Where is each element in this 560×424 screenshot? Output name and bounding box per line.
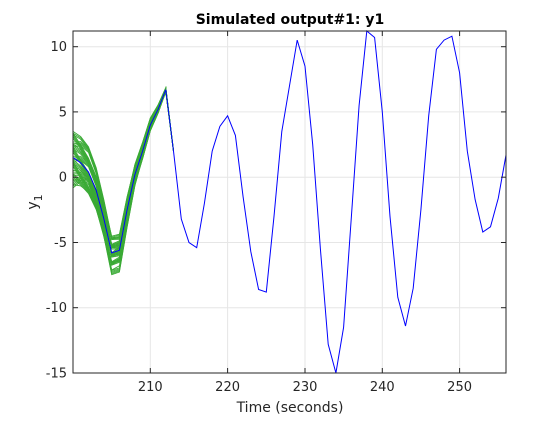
x-tick-label: 240: [370, 380, 395, 395]
y-tick-label: -10: [46, 301, 67, 316]
y-tick-label: -5: [54, 236, 67, 251]
axes-box: [72, 30, 507, 374]
chart-title: Simulated output#1: y1: [196, 12, 385, 28]
y-tick-label: -15: [46, 367, 67, 382]
y-axis-label-main: y: [25, 201, 41, 209]
ensemble-line: [72, 91, 174, 271]
x-tick-label: 230: [293, 380, 318, 395]
y-axis-label-subscript: 1: [32, 194, 45, 201]
ticks: 210 220 230 240 250 -15 -10 -5 0 5 10: [46, 31, 506, 395]
series-lines: [72, 30, 507, 374]
plot-background: [73, 31, 506, 373]
x-tick-label: 250: [447, 380, 472, 395]
y-tick-label: 0: [59, 171, 67, 186]
y-tick-label: 10: [50, 40, 67, 55]
y-tick-label: 5: [59, 105, 67, 120]
x-axis-label: Time (seconds): [236, 400, 344, 416]
simulated-output-line: [72, 30, 507, 374]
y-axis-label-group: y1: [25, 194, 45, 209]
ensemble-line: [72, 86, 174, 245]
x-tick-label: 220: [215, 380, 240, 395]
y-axis-label: y1: [25, 194, 45, 209]
x-tick-label: 210: [138, 380, 163, 395]
